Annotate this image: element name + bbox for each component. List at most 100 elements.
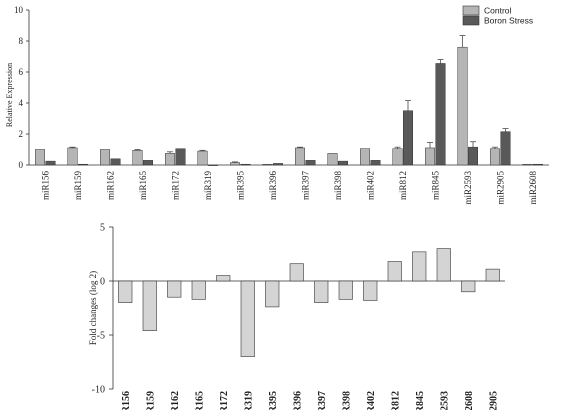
bottom-x-label-mir162: miR162 [170,391,181,410]
bottom-x-label-mir2608: miR2608 [464,391,475,410]
bar-control-mir162 [100,149,110,166]
legend-swatch-boron-stress [462,15,480,26]
bar-boron-stress-mir162 [110,158,121,166]
top-x-label-mir156: miR156 [40,171,50,201]
top-y-tick-label: 8 [19,36,24,46]
bar-boron-stress-mir398 [338,160,348,166]
bottom-chart-y-axis-label: Fold changes (log 2) [88,271,98,345]
fold-bar-mir845 [412,251,427,282]
bar-control-mir395 [230,162,240,166]
top-x-label-mir398: miR398 [333,171,343,201]
top-y-tick-label: 0 [19,160,24,170]
fold-change-chart: 50-5-10 miR156 miR159 miR162 miR165 miR172 mi… [88,223,505,410]
bottom-x-label-mir156: miR156 [121,391,132,410]
bar-control-mir845 [425,147,435,166]
bar-boron-stress-mir172 [175,148,186,166]
bar-boron-stress-mir165 [143,160,153,166]
fold-bar-mir2905 [485,268,500,282]
bar-control-mir396 [262,163,273,166]
fold-bar-mir812 [387,261,402,282]
top-y-tick-label: 2 [19,129,24,139]
bar-control-mir402 [360,148,370,166]
bottom-x-label-mir319: miR319 [243,391,254,410]
bottom-y-tick-label: 0 [100,277,105,288]
fold-bar-mir398 [338,280,353,300]
fold-bar-mir165 [191,280,206,300]
top-x-label-mir2593: miR2593 [463,171,473,205]
fold-bar-mir159 [142,280,157,331]
top-y-tick-label: 6 [19,67,24,77]
legend-label-control: Control [484,6,512,16]
bottom-chart-y-ticks: 5 0 -5 -10 [92,223,113,396]
bar-control-mir156 [35,149,45,166]
top-x-label-mir172: miR172 [170,171,180,200]
bar-boron-stress-mir397 [305,160,316,166]
top-y-tick-label: 4 [19,98,24,108]
top-x-label-mir812: miR812 [398,171,408,200]
top-x-label-mir162: miR162 [105,171,115,200]
top-x-label-mir397: miR397 [300,171,310,201]
bottom-x-label-mir172: miR172 [219,391,230,410]
bottom-x-label-mir397: miR397 [317,391,328,410]
bottom-y-tick-label: -5 [97,331,105,342]
bottom-x-label-mir845: miR845 [415,391,426,410]
bar-control-mir2608 [522,163,533,166]
bottom-x-label-mir395: miR395 [268,391,279,410]
bar-control-mir165 [132,150,143,166]
bar-boron-stress-mir395 [240,163,251,166]
bottom-x-label-mir396: miR396 [292,391,303,410]
top-x-label-mir402: miR402 [365,171,375,200]
legend-swatch-control [462,5,480,16]
top-chart-bars [35,35,543,166]
bottom-x-label-mir402: miR402 [366,391,377,410]
top-x-label-mir845: miR845 [430,171,440,201]
fold-bar-mir162 [167,280,182,298]
bar-boron-stress-mir396 [273,163,283,166]
fold-bar-mir402 [363,280,378,301]
top-chart-y-ticks: 0 2 4 6 8 10 [14,5,29,170]
bottom-chart-bars [118,248,500,357]
fold-bar-mir397 [314,280,329,303]
top-y-tick-label: 10 [14,5,24,15]
top-x-label-mir2608: miR2608 [528,171,538,205]
fold-bar-mir396 [289,263,304,282]
fold-bar-mir319 [240,280,255,357]
bottom-x-label-mir812: miR812 [390,391,401,410]
fold-bar-mir2593 [436,248,451,282]
bar-boron-stress-mir2593 [468,146,478,166]
fold-bar-mir172 [216,275,231,282]
bar-control-mir398 [327,153,338,166]
bottom-y-tick-label: 5 [100,223,105,234]
top-chart-y-axis-label: Relative Expression [5,63,14,127]
bar-boron-stress-mir159 [78,163,88,166]
bar-boron-stress-mir2608 [533,163,543,166]
bar-boron-stress-mir845 [435,63,446,166]
top-chart-x-labels: miR156 miR159 miR162 miR165 miR172 miR319 miR3… [40,171,538,205]
bar-boron-stress-mir156 [45,160,56,166]
top-x-label-mir165: miR165 [138,171,148,201]
bar-boron-stress-mir319 [208,164,218,166]
bar-control-mir172 [165,153,175,166]
bar-control-mir2593 [457,46,468,166]
bar-boron-stress-mir2905 [500,131,511,166]
bottom-x-label-mir2593: miR2593 [439,391,450,410]
fold-bar-mir395 [265,280,280,308]
bottom-x-label-mir398: miR398 [341,391,352,410]
bottom-chart-x-labels: miR156 miR159 miR162 miR165 miR172 miR319 miR3… [121,391,500,410]
bar-control-mir319 [197,150,208,166]
legend-label-boron-stress: Boron Stress [484,16,533,26]
bar-boron-stress-mir812 [403,110,413,166]
top-x-label-mir396: miR396 [268,171,278,201]
top-x-label-mir319: miR319 [203,171,213,201]
bottom-x-label-mir159: miR159 [145,391,156,410]
bar-control-mir812 [392,148,403,166]
top-x-label-mir395: miR395 [235,171,245,201]
bottom-y-tick-label: -10 [92,385,105,396]
bar-control-mir397 [295,147,305,166]
fold-bar-mir2608 [461,280,476,293]
bar-control-mir2905 [490,148,500,166]
top-chart-legend: Control Boron Stress [462,5,533,26]
top-x-label-mir2905: miR2905 [495,171,505,205]
